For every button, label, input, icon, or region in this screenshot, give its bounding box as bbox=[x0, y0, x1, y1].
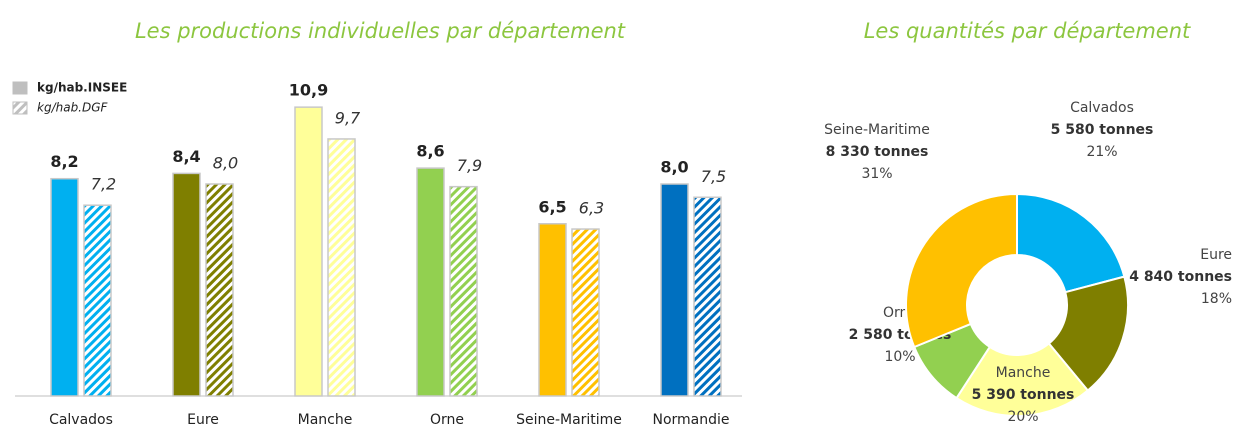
value-label: 6,5 bbox=[538, 197, 566, 216]
value-label: 8,4 bbox=[172, 147, 200, 166]
donut-slice bbox=[1016, 192, 1126, 294]
value-label: 8,6 bbox=[416, 142, 444, 161]
value-label: 8,2 bbox=[50, 152, 78, 171]
value-label: 10,9 bbox=[289, 81, 328, 100]
bar bbox=[172, 172, 201, 397]
bar bbox=[449, 185, 478, 397]
value-label: 7,9 bbox=[457, 156, 482, 175]
slice-name: Eure bbox=[1200, 247, 1232, 263]
bar bbox=[538, 223, 567, 397]
slice-name: Calvados bbox=[1070, 100, 1134, 116]
value-label: 8,0 bbox=[213, 154, 238, 173]
bar bbox=[693, 196, 722, 397]
x-tick-label: Eure bbox=[187, 412, 219, 427]
slice-value: 4 840 tonnes bbox=[1129, 269, 1232, 285]
slice-share: 31% bbox=[861, 166, 892, 182]
bar bbox=[327, 138, 356, 397]
bar bbox=[416, 167, 445, 397]
slice-share: 21% bbox=[1086, 144, 1117, 160]
slice-share: 20% bbox=[1007, 409, 1038, 425]
bar bbox=[83, 204, 112, 397]
value-label: 9,7 bbox=[335, 108, 361, 127]
legend-swatch bbox=[12, 81, 28, 95]
x-tick-label: Normandie bbox=[652, 412, 729, 427]
donut-slice bbox=[905, 192, 1018, 349]
bar bbox=[50, 177, 79, 397]
x-tick-label: Manche bbox=[298, 412, 353, 427]
bar-title: Les productions individuelles par départ… bbox=[135, 19, 626, 43]
x-tick-label: Calvados bbox=[49, 412, 113, 427]
slice-share: 18% bbox=[1201, 291, 1232, 307]
bar bbox=[205, 183, 234, 397]
bar bbox=[660, 183, 689, 397]
legend-label: kg/hab.INSEE bbox=[37, 81, 127, 95]
bar bbox=[294, 106, 323, 397]
donut-title: Les quantités par département bbox=[864, 19, 1191, 43]
slice-name: Seine-Maritime bbox=[824, 122, 930, 138]
x-tick-label: Orne bbox=[430, 412, 464, 427]
slice-value: 5 390 tonnes bbox=[972, 387, 1075, 403]
value-label: 8,0 bbox=[660, 158, 688, 177]
donut-slice bbox=[1047, 275, 1129, 392]
value-label: 7,5 bbox=[701, 167, 726, 186]
value-label: 6,3 bbox=[579, 199, 604, 218]
slice-value: 8 330 tonnes bbox=[826, 144, 929, 160]
value-label: 7,2 bbox=[91, 175, 116, 194]
slice-name: Manche bbox=[996, 365, 1051, 381]
donut-slice bbox=[955, 342, 1090, 417]
slice-share: 10% bbox=[884, 349, 915, 365]
bar bbox=[571, 228, 600, 397]
x-tick-label: Seine-Maritime bbox=[516, 412, 622, 427]
slice-value: 5 580 tonnes bbox=[1051, 122, 1154, 138]
legend-swatch bbox=[12, 101, 28, 115]
legend-label: kg/hab.DGF bbox=[37, 101, 109, 115]
